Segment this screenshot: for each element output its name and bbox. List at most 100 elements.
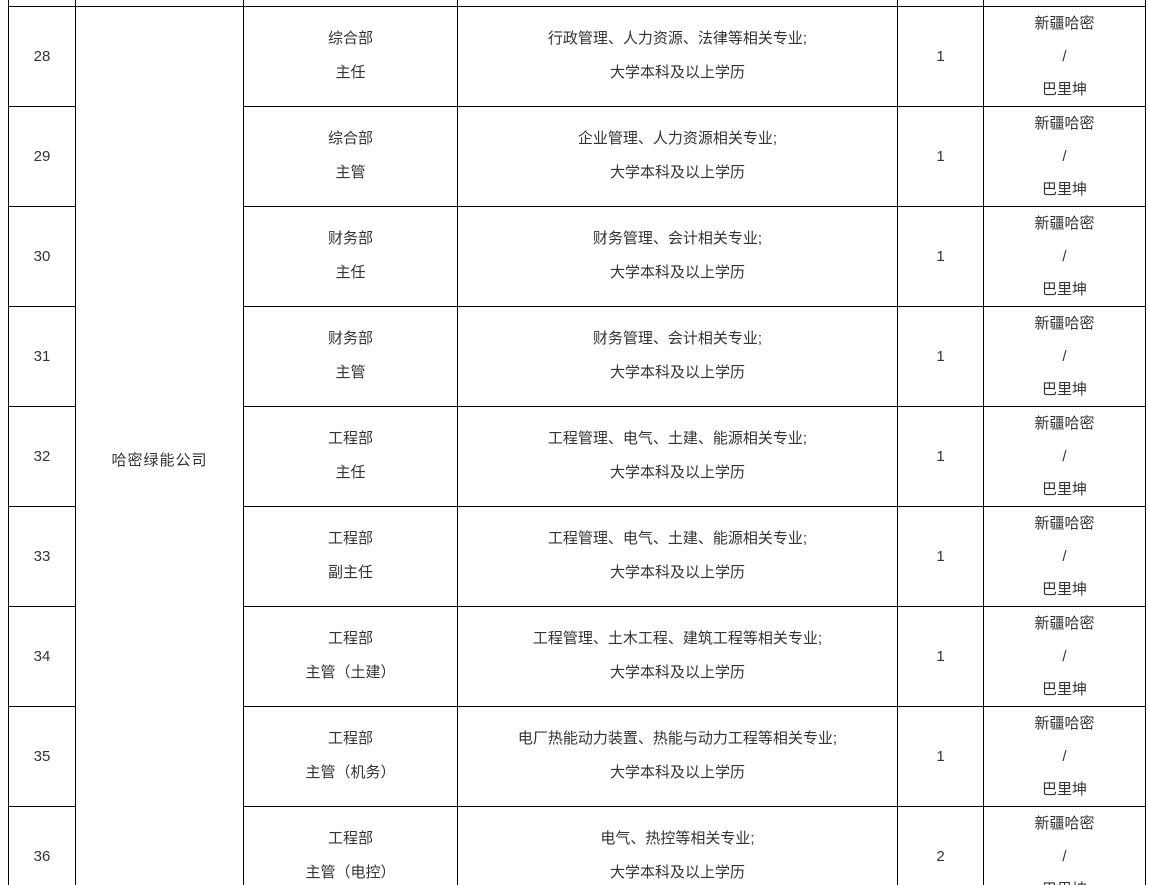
row-number-cell: 33 [8,505,76,607]
requirement-education: 大学本科及以上学历 [609,464,745,481]
position-cell: 工程部 主管（土建） [243,605,458,707]
position-dept: 工程部 [327,730,373,747]
location-county: 巴里坤 [1041,480,1087,498]
requirement-education: 大学本科及以上学历 [609,564,745,581]
row-number-cell: 31 [8,305,76,407]
table-row: 28 哈密绿能公司 综合部 主任 行政管理、人力资源、法律等相关专业; 大学本科… [8,5,1146,885]
location-separator: / [1062,747,1067,765]
recruitment-table: 28 哈密绿能公司 综合部 主任 行政管理、人力资源、法律等相关专业; 大学本科… [8,0,1146,885]
requirements-cell: 财务管理、会计相关专业; 大学本科及以上学历 [457,305,898,407]
requirement-major: 工程管理、电气、土建、能源相关专业; [547,430,808,447]
position-title: 主任 [335,264,366,281]
requirement-major: 财务管理、会计相关专业; [592,330,763,347]
position-dept: 工程部 [327,430,373,447]
row-number-cell: 34 [8,605,76,707]
requirements-cell: 工程管理、电气、土建、能源相关专业; 大学本科及以上学历 [457,505,898,607]
position-title: 主任 [335,464,366,481]
row-number-cell: 36 [8,805,76,885]
location-city: 新疆哈密 [1034,414,1095,432]
location-city: 新疆哈密 [1034,214,1095,232]
location-separator: / [1062,247,1067,265]
location-cell: 新疆哈密 / 巴里坤 [983,105,1146,207]
row-number-cell: 30 [8,205,76,307]
location-cell: 新疆哈密 / 巴里坤 [983,305,1146,407]
requirement-major: 行政管理、人力资源、法律等相关专业; [547,30,808,47]
table-row: 31 财务部 主管 财务管理、会计相关专业; 大学本科及以上学历 1 新疆哈密 … [8,305,1146,407]
count-cell: 2 [897,805,984,885]
row-number-cell: 35 [8,705,76,807]
location-separator: / [1062,647,1067,665]
location-cell: 新疆哈密 / 巴里坤 [983,505,1146,607]
position-cell: 综合部 主任 [243,5,458,107]
position-title: 主管 [335,164,366,181]
position-title: 主管（机务） [305,764,396,781]
row-number-cell: 32 [8,405,76,507]
requirement-education: 大学本科及以上学历 [609,264,745,281]
requirements-cell: 工程管理、电气、土建、能源相关专业; 大学本科及以上学历 [457,405,898,507]
location-city: 新疆哈密 [1034,714,1095,732]
requirement-education: 大学本科及以上学历 [609,664,745,681]
position-cell: 工程部 主管（机务） [243,705,458,807]
location-county: 巴里坤 [1041,80,1087,98]
position-cell: 综合部 主管 [243,105,458,207]
row-number-cell: 28 [8,5,76,107]
position-title: 主任 [335,64,366,81]
location-cell: 新疆哈密 / 巴里坤 [983,805,1146,885]
location-county: 巴里坤 [1041,780,1087,798]
location-county: 巴里坤 [985,873,1145,885]
row-number-cell: 29 [8,105,76,207]
count-cell: 1 [897,105,984,207]
position-dept: 工程部 [327,630,373,647]
requirement-major: 工程管理、电气、土建、能源相关专业; [547,530,808,547]
company-cell: 哈密绿能公司 [75,5,244,885]
location-separator: / [1062,347,1067,365]
position-cell: 工程部 主管（电控） [243,805,458,885]
location-city: 新疆哈密 [1034,114,1095,132]
location-city: 新疆哈密 [1034,14,1095,32]
location-county: 巴里坤 [1041,280,1087,298]
table-row: 35 工程部 主管（机务） 电厂热能动力装置、热能与动力工程等相关专业; 大学本… [8,705,1146,807]
location-city: 新疆哈密 [1034,614,1095,632]
position-cell: 工程部 主任 [243,405,458,507]
requirement-education: 大学本科及以上学历 [609,764,745,781]
requirement-major: 电厂热能动力装置、热能与动力工程等相关专业; [517,730,838,747]
location-county: 巴里坤 [1041,180,1087,198]
location-city: 新疆哈密 [1034,814,1095,832]
position-dept: 财务部 [327,330,373,347]
location-city: 新疆哈密 [1034,514,1095,532]
location-separator: / [1062,847,1067,865]
position-title: 主管 [335,364,366,381]
location-separator: / [1062,447,1067,465]
count-cell: 1 [897,505,984,607]
requirement-education: 大学本科及以上学历 [609,164,745,181]
location-cell: 新疆哈密 / 巴里坤 [983,705,1146,807]
location-county: 巴里坤 [1041,380,1087,398]
location-separator: / [1062,147,1067,165]
position-dept: 综合部 [327,30,373,47]
count-cell: 1 [897,5,984,107]
requirements-cell: 电气、热控等相关专业; 大学本科及以上学历 [457,805,898,885]
count-cell: 1 [897,305,984,407]
count-cell: 1 [897,705,984,807]
location-separator: / [1062,547,1067,565]
requirements-cell: 电厂热能动力装置、热能与动力工程等相关专业; 大学本科及以上学历 [457,705,898,807]
location-county: 巴里坤 [1041,680,1087,698]
position-dept: 综合部 [327,130,373,147]
position-dept: 财务部 [327,230,373,247]
count-cell: 1 [897,605,984,707]
table-row: 36 工程部 主管（电控） 电气、热控等相关专业; 大学本科及以上学历 2 新疆… [8,805,1146,885]
requirements-cell: 工程管理、土木工程、建筑工程等相关专业; 大学本科及以上学历 [457,605,898,707]
position-dept: 工程部 [327,830,373,847]
count-cell: 1 [897,405,984,507]
location-cell: 新疆哈密 / 巴里坤 [983,205,1146,307]
requirement-education: 大学本科及以上学历 [609,64,745,81]
location-cell: 新疆哈密 / 巴里坤 [983,605,1146,707]
requirement-major: 工程管理、土木工程、建筑工程等相关专业; [532,630,823,647]
table-row: 33 工程部 副主任 工程管理、电气、土建、能源相关专业; 大学本科及以上学历 … [8,505,1146,607]
requirements-cell: 财务管理、会计相关专业; 大学本科及以上学历 [457,205,898,307]
requirement-major: 电气、热控等相关专业; [600,830,755,847]
count-cell: 1 [897,205,984,307]
position-title: 主管（土建） [305,664,396,681]
location-county: 巴里坤 [1041,580,1087,598]
